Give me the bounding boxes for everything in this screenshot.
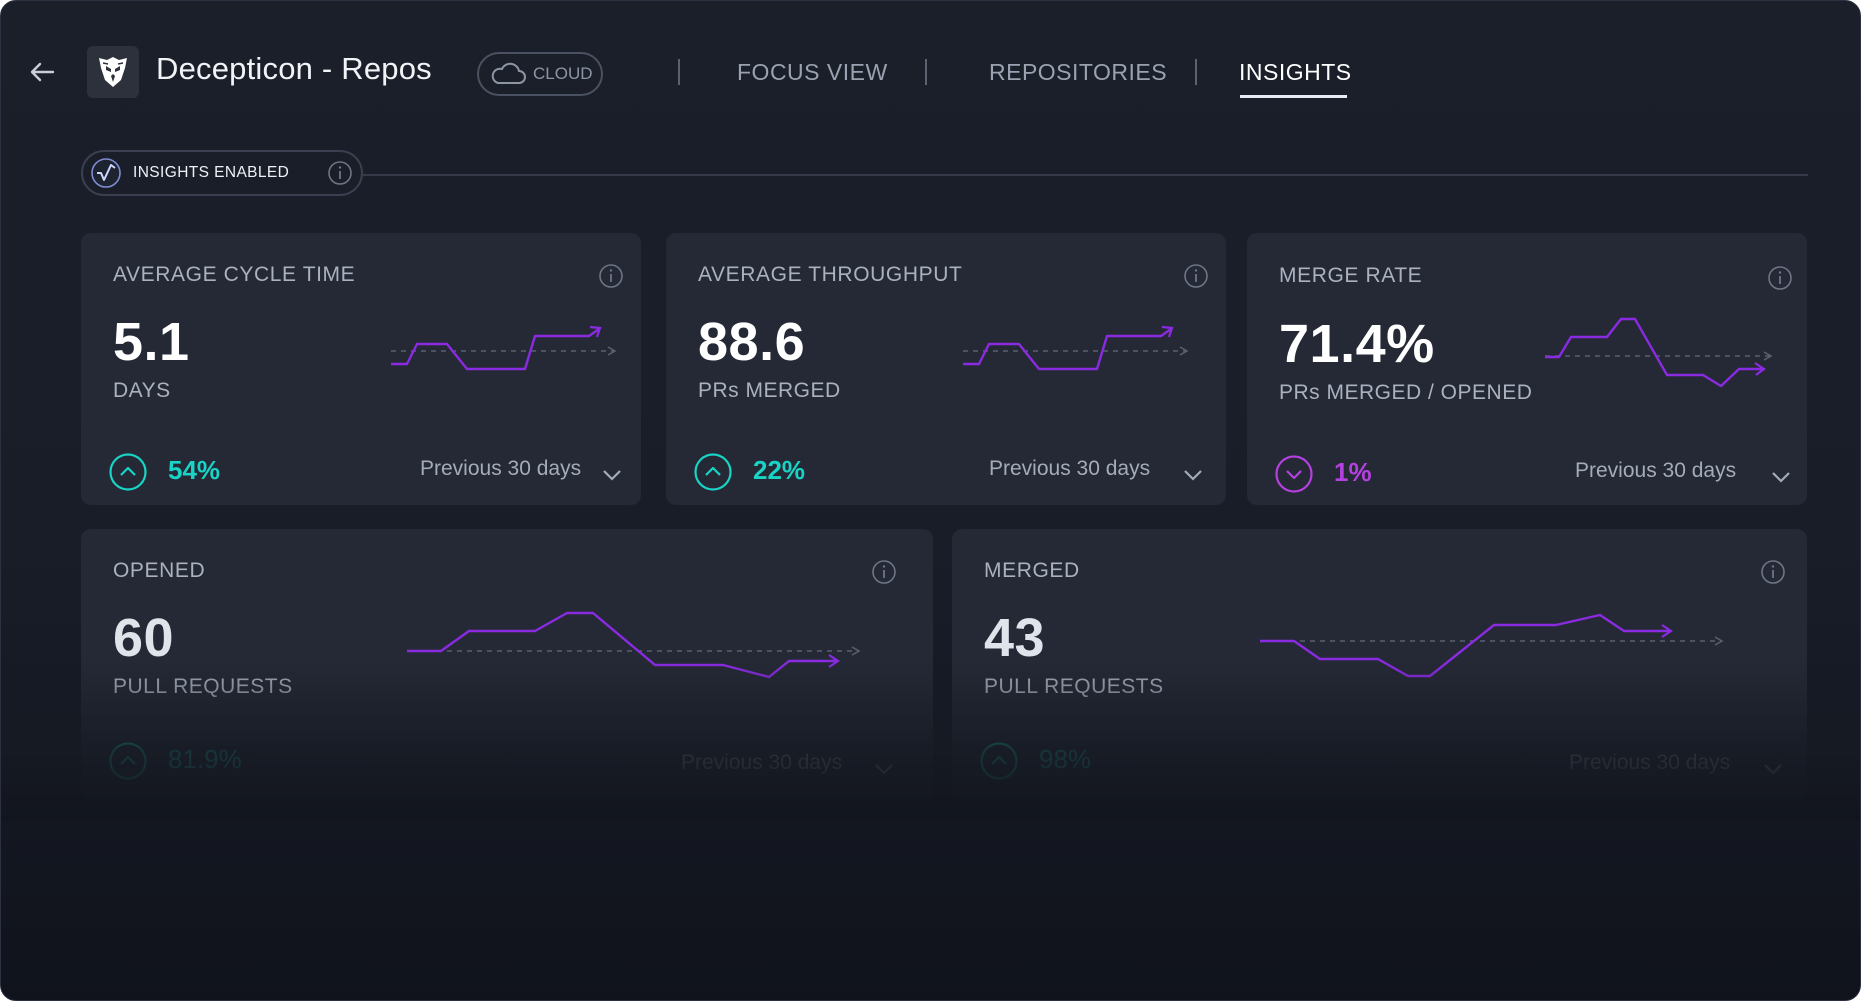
tab-divider <box>925 59 927 85</box>
chevron-down-icon[interactable] <box>1770 470 1792 484</box>
chevron-down-icon[interactable] <box>873 762 895 776</box>
period-dropdown[interactable]: Previous 30 days <box>681 751 843 774</box>
cloud-badge: CLOUD <box>477 52 603 96</box>
chevron-up-circle-icon <box>694 453 732 491</box>
tab-focus-view[interactable]: FOCUS VIEW <box>737 59 888 85</box>
info-icon[interactable] <box>598 263 624 289</box>
card-unit: PRs MERGED / OPENED <box>1279 381 1533 404</box>
period-dropdown[interactable]: Previous 30 days <box>989 457 1151 480</box>
section-divider <box>363 174 1808 176</box>
metric-card-merged: MERGED 43 PULL REQUESTS 98% Previous 30 … <box>952 529 1807 801</box>
trend-change-value: 98% <box>1039 744 1092 774</box>
chevron-up-circle-icon <box>109 742 147 780</box>
cloud-icon <box>491 62 526 84</box>
chevron-down-icon[interactable] <box>1762 762 1784 776</box>
card-unit: PULL REQUESTS <box>984 675 1164 698</box>
trend-change-value: 81.9% <box>168 744 242 774</box>
card-title: AVERAGE CYCLE TIME <box>113 263 356 286</box>
tab-insights[interactable]: INSIGHTS <box>1239 59 1352 85</box>
insights-enabled-label: INSIGHTS ENABLED <box>133 164 290 181</box>
metric-card-opened: OPENED 60 PULL REQUESTS 81.9% Previous 3… <box>81 529 933 801</box>
chevron-up-circle-icon <box>980 742 1018 780</box>
trend-change-value: 22% <box>753 455 806 485</box>
card-value: 43 <box>984 608 1046 668</box>
logo-emblem <box>99 57 127 87</box>
active-tab-indicator <box>1240 95 1347 98</box>
trend-change-value: 54% <box>168 455 221 485</box>
tab-divider <box>678 59 680 85</box>
card-unit: PULL REQUESTS <box>113 675 293 698</box>
chevron-down-icon[interactable] <box>601 468 623 482</box>
insights-enabled-badge: INSIGHTS ENABLED <box>81 150 363 196</box>
card-value: 88.6 <box>698 312 806 372</box>
pulse-check-icon <box>91 158 121 188</box>
info-icon[interactable] <box>1183 263 1209 289</box>
period-dropdown[interactable]: Previous 30 days <box>1575 459 1737 482</box>
card-value: 5.1 <box>113 312 190 372</box>
card-unit: PRs MERGED <box>698 379 841 402</box>
sparkline-chart <box>391 325 617 371</box>
info-icon[interactable] <box>327 160 353 186</box>
back-arrow-icon[interactable] <box>27 57 57 87</box>
sparkline-chart <box>963 325 1189 371</box>
sparkline-chart <box>1260 613 1724 678</box>
tab-divider <box>1195 59 1197 85</box>
chevron-down-circle-icon <box>1275 455 1313 493</box>
info-icon[interactable] <box>1767 265 1793 291</box>
trend-change-value: 1% <box>1334 457 1372 487</box>
card-title: AVERAGE THROUGHPUT <box>698 263 963 286</box>
card-title: MERGE RATE <box>1279 264 1423 287</box>
period-dropdown[interactable]: Previous 30 days <box>1569 751 1731 774</box>
page-title: Decepticon - Repos <box>156 51 432 86</box>
metric-card-cycle-time: AVERAGE CYCLE TIME 5.1 DAYS 54% Previous… <box>81 233 641 505</box>
decepticon-logo <box>87 46 139 98</box>
info-icon[interactable] <box>1760 559 1786 585</box>
card-value: 60 <box>113 608 175 668</box>
tab-repositories[interactable]: REPOSITORIES <box>989 59 1168 85</box>
metric-card-merge-rate: MERGE RATE 71.4% PRs MERGED / OPENED 1% … <box>1247 233 1807 505</box>
period-dropdown[interactable]: Previous 30 days <box>420 457 582 480</box>
info-icon[interactable] <box>871 559 897 585</box>
metric-card-throughput: AVERAGE THROUGHPUT 88.6 PRs MERGED 22% P… <box>666 233 1226 505</box>
sparkline-chart <box>407 611 861 679</box>
card-title: MERGED <box>984 559 1080 582</box>
cloud-label: CLOUD <box>533 64 593 83</box>
chevron-up-circle-icon <box>109 453 147 491</box>
card-unit: DAYS <box>113 379 171 402</box>
chevron-down-icon[interactable] <box>1182 468 1204 482</box>
sparkline-chart <box>1545 317 1773 388</box>
card-title: OPENED <box>113 559 206 582</box>
card-value: 71.4% <box>1279 314 1435 374</box>
